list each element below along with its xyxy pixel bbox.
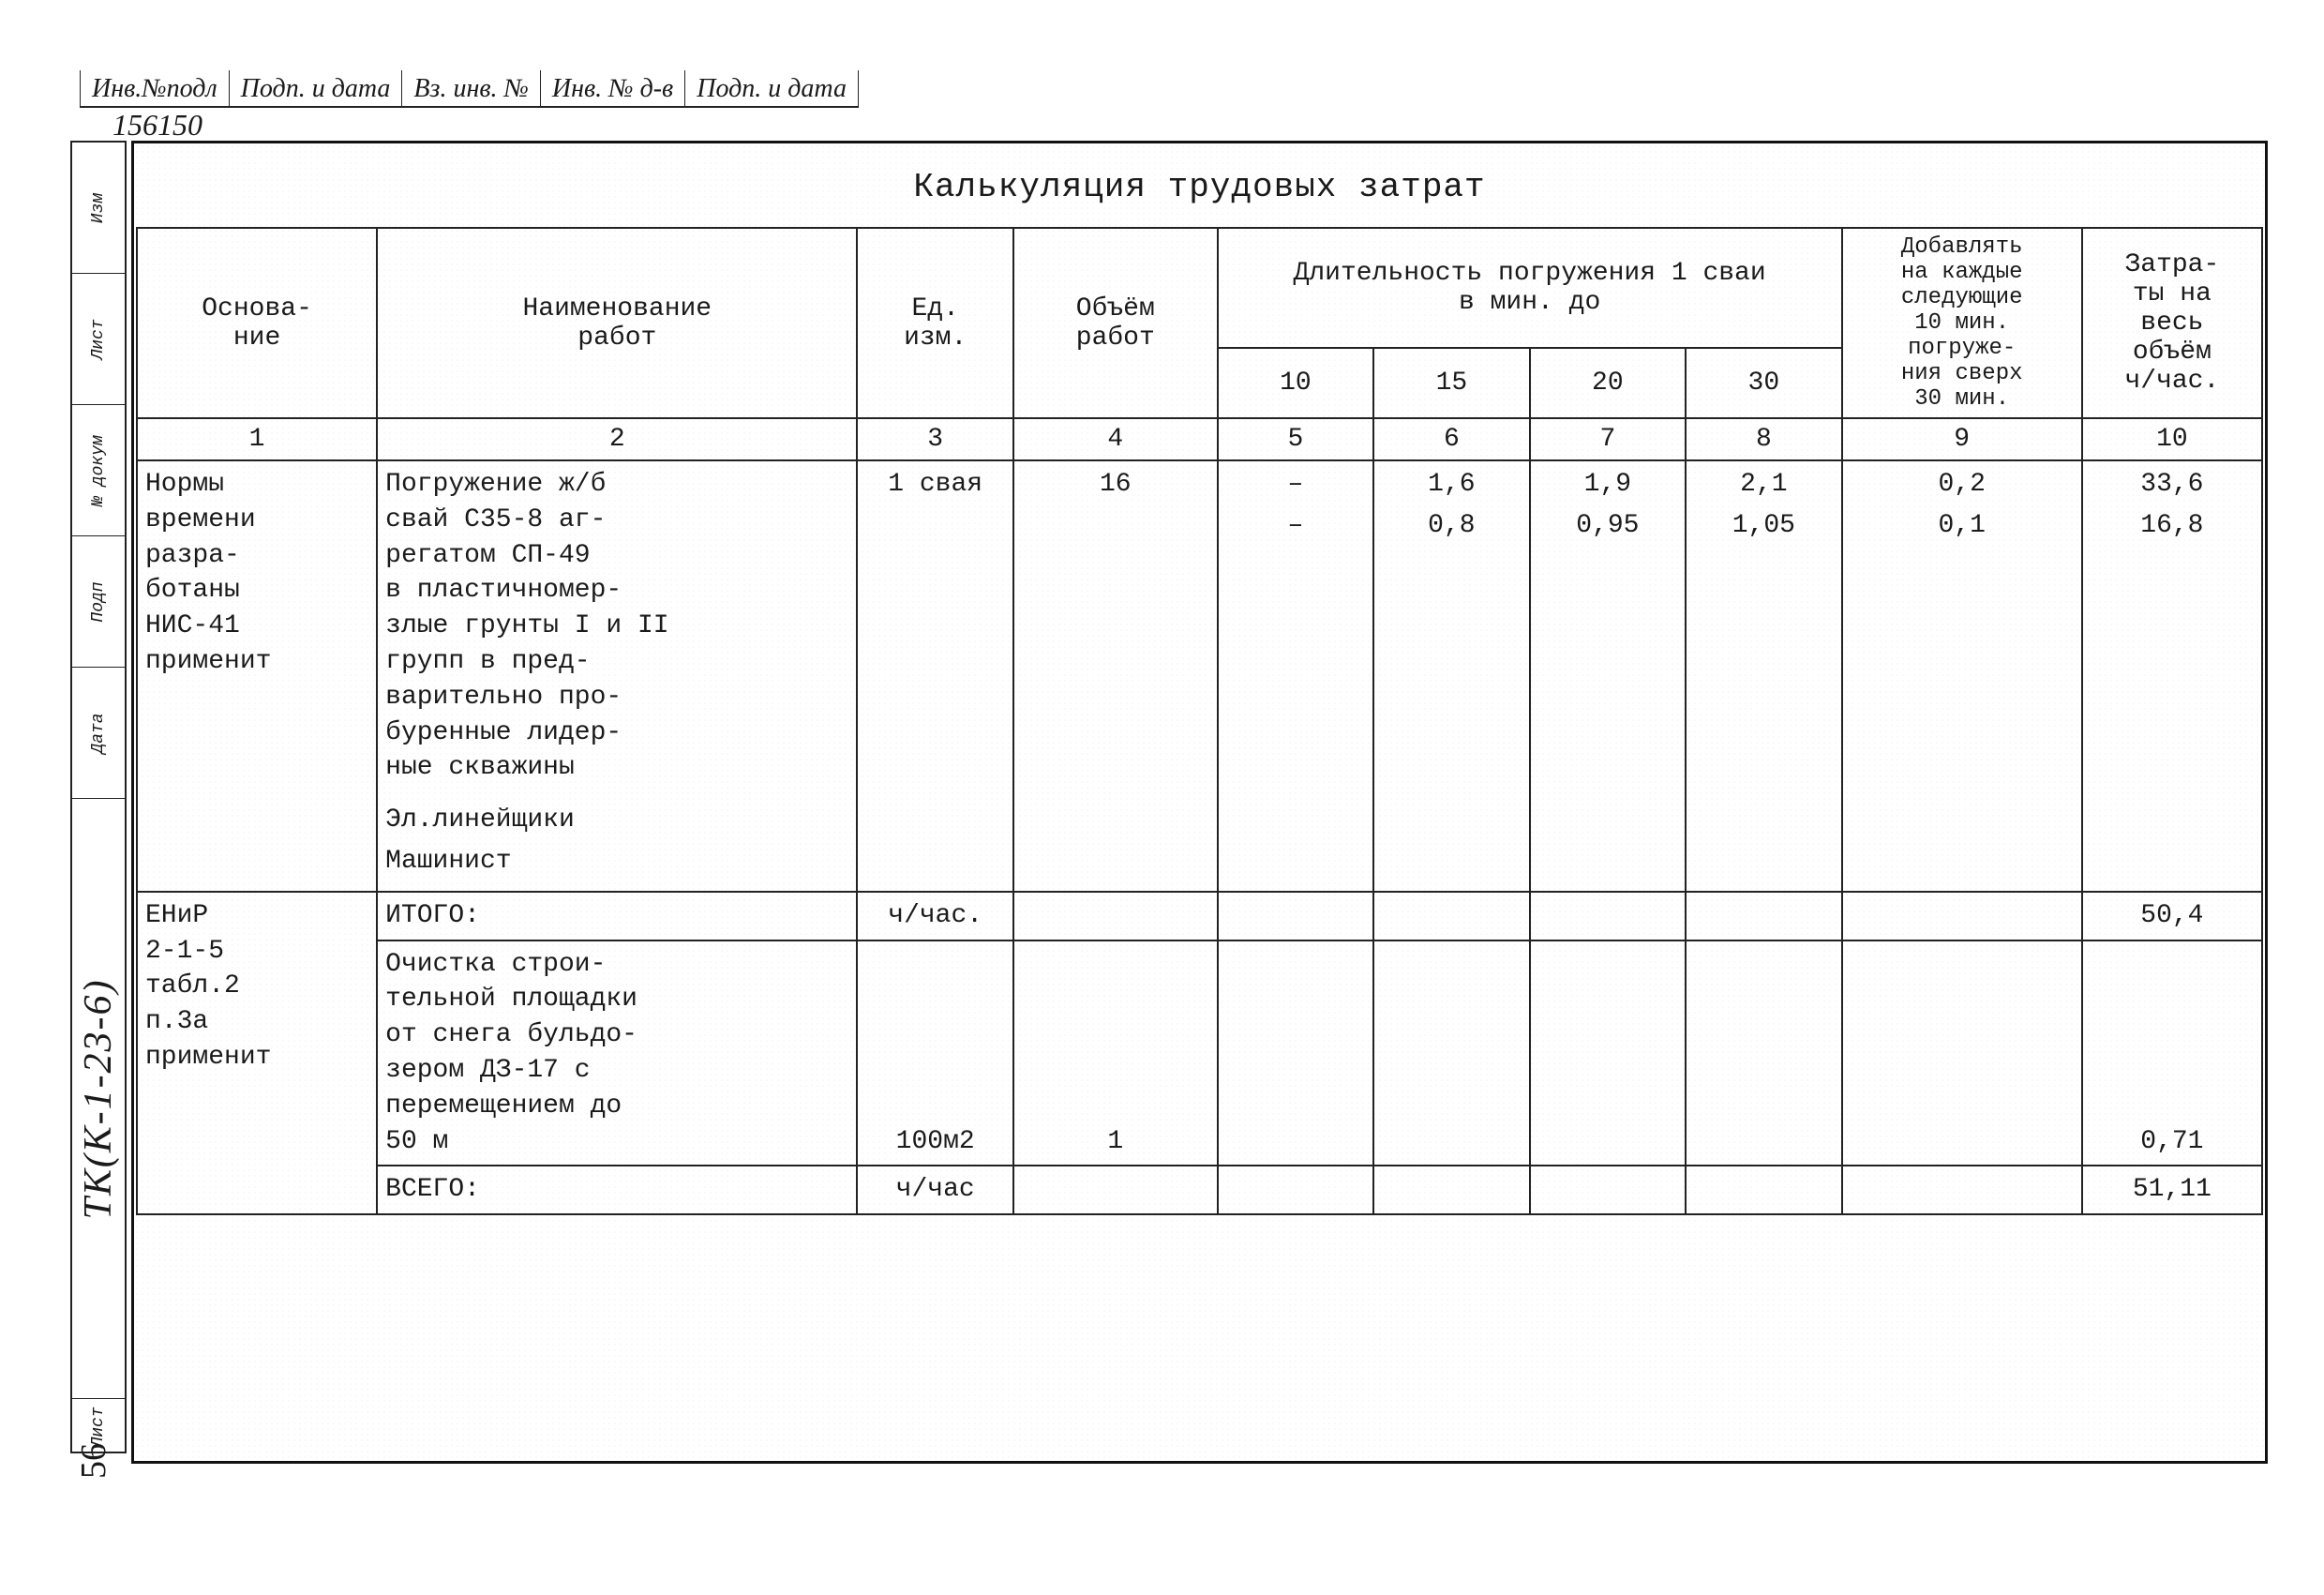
cell-unit: ч/час. [857,892,1012,940]
stamp-row: Инв.№подл Подп. и дата Вз. инв. № Инв. №… [80,70,859,108]
cell-total: 0,71 [2082,940,2262,1166]
strip-label: Подп [89,581,108,622]
cell-dur-20: 1,9 0,95 [1530,460,1686,892]
cell-basis: Нормы времени разра- ботаны НИС-41 приме… [145,467,368,680]
cell-volume: 1 [1013,940,1218,1166]
main-frame: Калькуляция трудовых затрат Основа- ние … [131,141,2268,1464]
header-total: Затра- ты на весь объём ч/час. [2082,228,2262,418]
labor-cost-table: Основа- ние Наименование работ Ед. изм. … [136,227,2263,1215]
header-add: Добавлять на каждые следующие 10 мин. по… [1842,228,2082,418]
strip-label: № докум [89,435,108,506]
cell-role: Машинист [385,844,848,880]
cell-total: 33,6 16,8 [2082,460,2262,892]
cell-basis: ЕНиР 2-1-5 табл.2 п.3а применит [145,898,368,1076]
cell-unit: 1 свая [857,460,1012,892]
cell-dur-10: – – [1218,460,1373,892]
column-number-row: 1 2 3 4 5 6 7 8 9 10 [137,418,2262,460]
stamp-cell: Подп. и дата [230,70,403,106]
page-title: Калькуляция трудовых затрат [134,143,2265,227]
stamp-cell: Подп. и дата [685,70,859,106]
page-number: 56 [73,1443,114,1479]
header-volume: Объём работ [1013,228,1218,418]
cell-dur-15: 1,6 0,8 [1373,460,1529,892]
header-dur-20: 20 [1530,348,1686,419]
strip-label: Лист [89,319,108,359]
header-basis: Основа- ние [137,228,377,418]
cell-unit: ч/час [857,1166,1012,1214]
cell-work-name: Погружение ж/б свай С35-8 аг- регатом СП… [385,467,848,786]
inventory-number: 156150 [112,108,202,143]
cell-total: 50,4 [2082,892,2262,940]
table-row: Очистка строи- тельной площадки от снега… [137,940,2262,1166]
stamp-cell: Вз. инв. № [402,70,540,106]
header-dur-10: 10 [1218,348,1373,419]
header-unit: Ед. изм. [857,228,1012,418]
cell-volume: 16 [1013,460,1218,892]
strip-label: Дата [89,713,108,753]
cell-add: 0,2 0,1 [1842,460,2082,892]
table-row-subtotal: ЕНиР 2-1-5 табл.2 п.3а применит ИТОГО: ч… [137,892,2262,940]
header-name: Наименование работ [377,228,857,418]
strip-label: Изм [89,192,108,222]
table-row: Нормы времени разра- ботаны НИС-41 приме… [137,460,2262,892]
cell-vsego: ВСЕГО: [377,1166,857,1214]
drawing-code: ТК(К-1-23-6) [76,978,121,1219]
header-dur-30: 30 [1686,348,1842,419]
cell-dur-30: 2,1 1,05 [1686,460,1842,892]
cell-role: Эл.линейщики [385,803,848,838]
stamp-cell: Инв.№подл [80,70,230,106]
stamp-cell: Инв. № д-в [541,70,685,106]
table-row-total: ВСЕГО: ч/час 51,11 [137,1166,2262,1214]
cell-total: 51,11 [2082,1166,2262,1214]
cell-unit: 100м2 [857,940,1012,1166]
left-stamp-strip: Изм Лист № докум Подп Дата ТК(К-1-23-6) … [70,141,127,1453]
cell-itogo: ИТОГО: [377,892,857,940]
header-duration: Длительность погружения 1 сваи в мин. до [1218,228,1842,348]
header-dur-15: 15 [1373,348,1529,419]
strip-label: Лист [89,1407,108,1447]
cell-work-name: Очистка строи- тельной площадки от снега… [385,947,848,1160]
